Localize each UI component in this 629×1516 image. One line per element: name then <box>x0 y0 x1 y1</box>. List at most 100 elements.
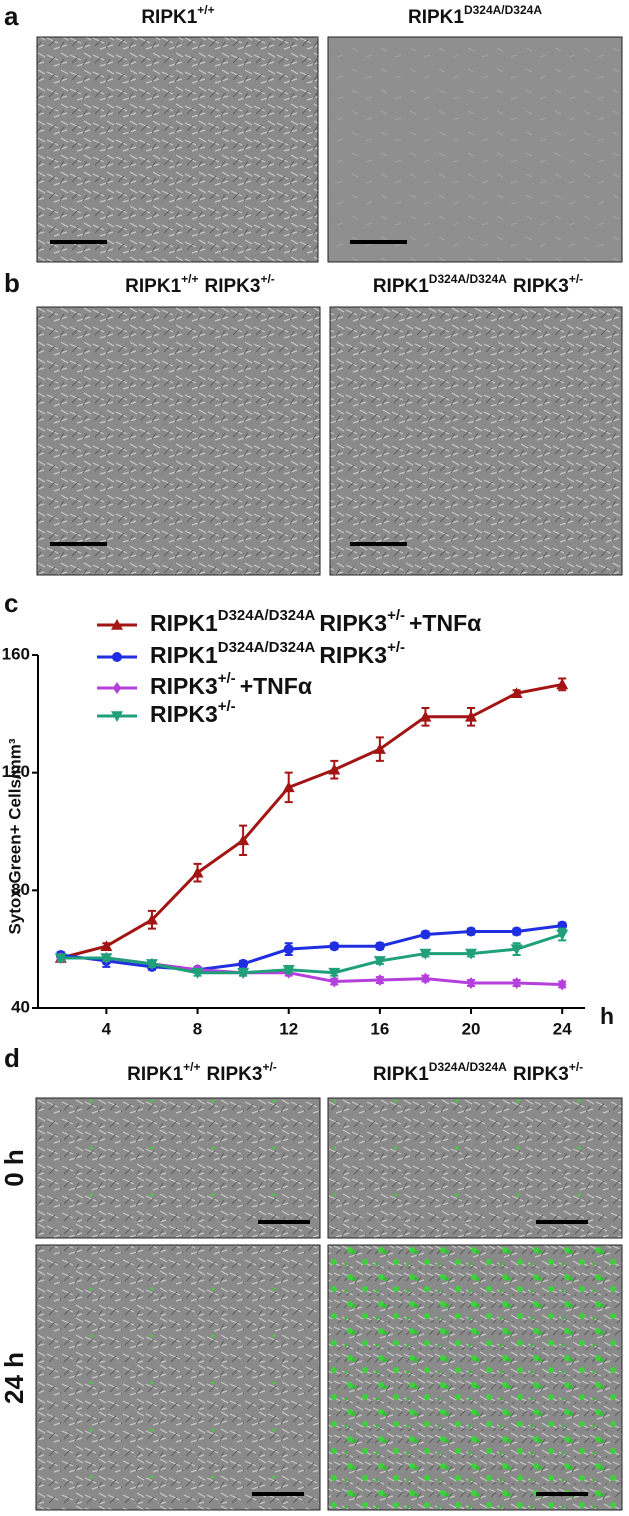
label-superscript: D324A/D324A <box>429 272 507 286</box>
marker <box>420 929 431 940</box>
marker <box>112 682 122 694</box>
label-superscript: D324A/D324A <box>464 3 542 17</box>
label-superscript: +/+ <box>197 3 214 17</box>
marker <box>100 953 113 964</box>
marker <box>419 710 432 722</box>
marker <box>330 975 339 988</box>
marker <box>145 959 158 970</box>
label-superscript: D324A/D324A <box>218 607 316 624</box>
micrograph <box>329 306 623 576</box>
x-tick-label: 4 <box>102 1019 112 1038</box>
series-line <box>60 682 563 960</box>
marker <box>111 711 123 722</box>
marker <box>510 944 523 956</box>
x-tick-label: 16 <box>370 1019 389 1038</box>
marker <box>54 953 67 964</box>
marker <box>283 944 294 955</box>
image-title: RIPK1+/+ <box>141 3 214 28</box>
label-text: RIPK1 <box>373 276 429 297</box>
marker <box>466 926 477 937</box>
label-superscript: D324A/D324A <box>218 639 316 656</box>
y-tick-label: 40 <box>11 997 30 1016</box>
label-superscript: +/- <box>260 272 274 286</box>
panel-label: b <box>4 268 20 298</box>
marker <box>510 687 523 699</box>
marker <box>512 976 521 989</box>
marker <box>373 743 386 754</box>
image-title: RIPK1+/+ RIPK3+/- <box>125 272 275 297</box>
label-superscript: +/- <box>569 272 583 286</box>
column-title: RIPK1+/+ RIPK3+/- <box>127 1060 277 1085</box>
marker <box>145 913 158 925</box>
marker <box>466 976 476 989</box>
label-superscript: +/- <box>262 1060 276 1074</box>
legend-entry: RIPK1D324A/D324A RIPK3+/- +TNFα <box>150 607 481 636</box>
marker <box>282 964 295 976</box>
y-tick-label: 120 <box>2 762 30 781</box>
y-axis-label: Sytox Green+ Cells/mm³ <box>5 738 24 934</box>
label-superscript: +/- <box>218 698 236 715</box>
legend-entry: RIPK1D324A/D324A RIPK3+/- <box>150 639 405 668</box>
label-text: RIPK3 <box>150 673 218 699</box>
label-text: RIPK3 <box>513 276 569 297</box>
label-superscript: +/- <box>218 670 236 687</box>
label-text: RIPK1 <box>408 7 464 28</box>
marker <box>191 967 204 979</box>
label-text: +TNFα <box>240 673 312 699</box>
marker <box>373 956 386 967</box>
marker <box>111 619 123 630</box>
marker <box>191 866 204 878</box>
x-tick-label: 20 <box>462 1019 481 1038</box>
row-label: 0 h <box>0 1149 29 1187</box>
micrograph <box>35 1244 321 1511</box>
label-superscript: D324A/D324A <box>429 1060 507 1074</box>
micrograph <box>36 36 319 263</box>
marker <box>328 967 341 979</box>
marker <box>237 967 250 979</box>
label-superscript: +/- <box>387 607 405 624</box>
marker <box>465 710 478 722</box>
micrograph <box>327 1097 623 1239</box>
label-text: RIPK3 <box>319 610 387 636</box>
label-text: RIPK1 <box>141 7 197 28</box>
micrograph <box>327 1244 623 1511</box>
label-text: RIPK3 <box>513 1064 569 1085</box>
label-text: RIPK1 <box>150 642 218 668</box>
micrograph <box>327 36 623 263</box>
label-text: RIPK3 <box>319 642 387 668</box>
x-tick-label: 12 <box>279 1019 298 1038</box>
marker <box>237 834 250 846</box>
marker <box>112 652 122 662</box>
panel-label: a <box>4 1 19 31</box>
marker <box>556 678 569 690</box>
panel-label: d <box>4 1043 20 1073</box>
legend-entry: RIPK3+/- <box>150 698 236 727</box>
label-superscript: +/- <box>569 1060 583 1074</box>
label-text: RIPK3 <box>205 276 261 297</box>
label-text: RIPK1 <box>125 276 181 297</box>
row-label: 24 h <box>0 1352 29 1404</box>
label-text: +TNFα <box>409 610 481 636</box>
y-tick-label: 80 <box>11 880 30 899</box>
marker <box>421 972 430 985</box>
y-tick-label: 160 <box>2 644 30 663</box>
series-line <box>60 933 563 975</box>
marker <box>419 948 432 960</box>
label-superscript: +/+ <box>181 272 198 286</box>
marker <box>282 781 295 793</box>
label-superscript: +/+ <box>183 1060 200 1074</box>
label-text: RIPK3 <box>150 701 218 727</box>
series-line <box>60 924 563 972</box>
x-axis-label: h <box>600 1003 614 1029</box>
legend-entry: RIPK3+/- +TNFα <box>150 670 312 699</box>
column-title: RIPK1D324A/D324A RIPK3+/- <box>373 1060 583 1085</box>
label-text: RIPK1 <box>373 1064 429 1085</box>
micrograph <box>36 306 321 576</box>
marker <box>375 974 385 987</box>
marker <box>511 926 522 937</box>
label-text: RIPK1 <box>127 1064 183 1085</box>
image-title: RIPK1D324A/D324A <box>408 3 542 28</box>
label-text: RIPK1 <box>150 610 218 636</box>
micrograph <box>35 1097 321 1239</box>
